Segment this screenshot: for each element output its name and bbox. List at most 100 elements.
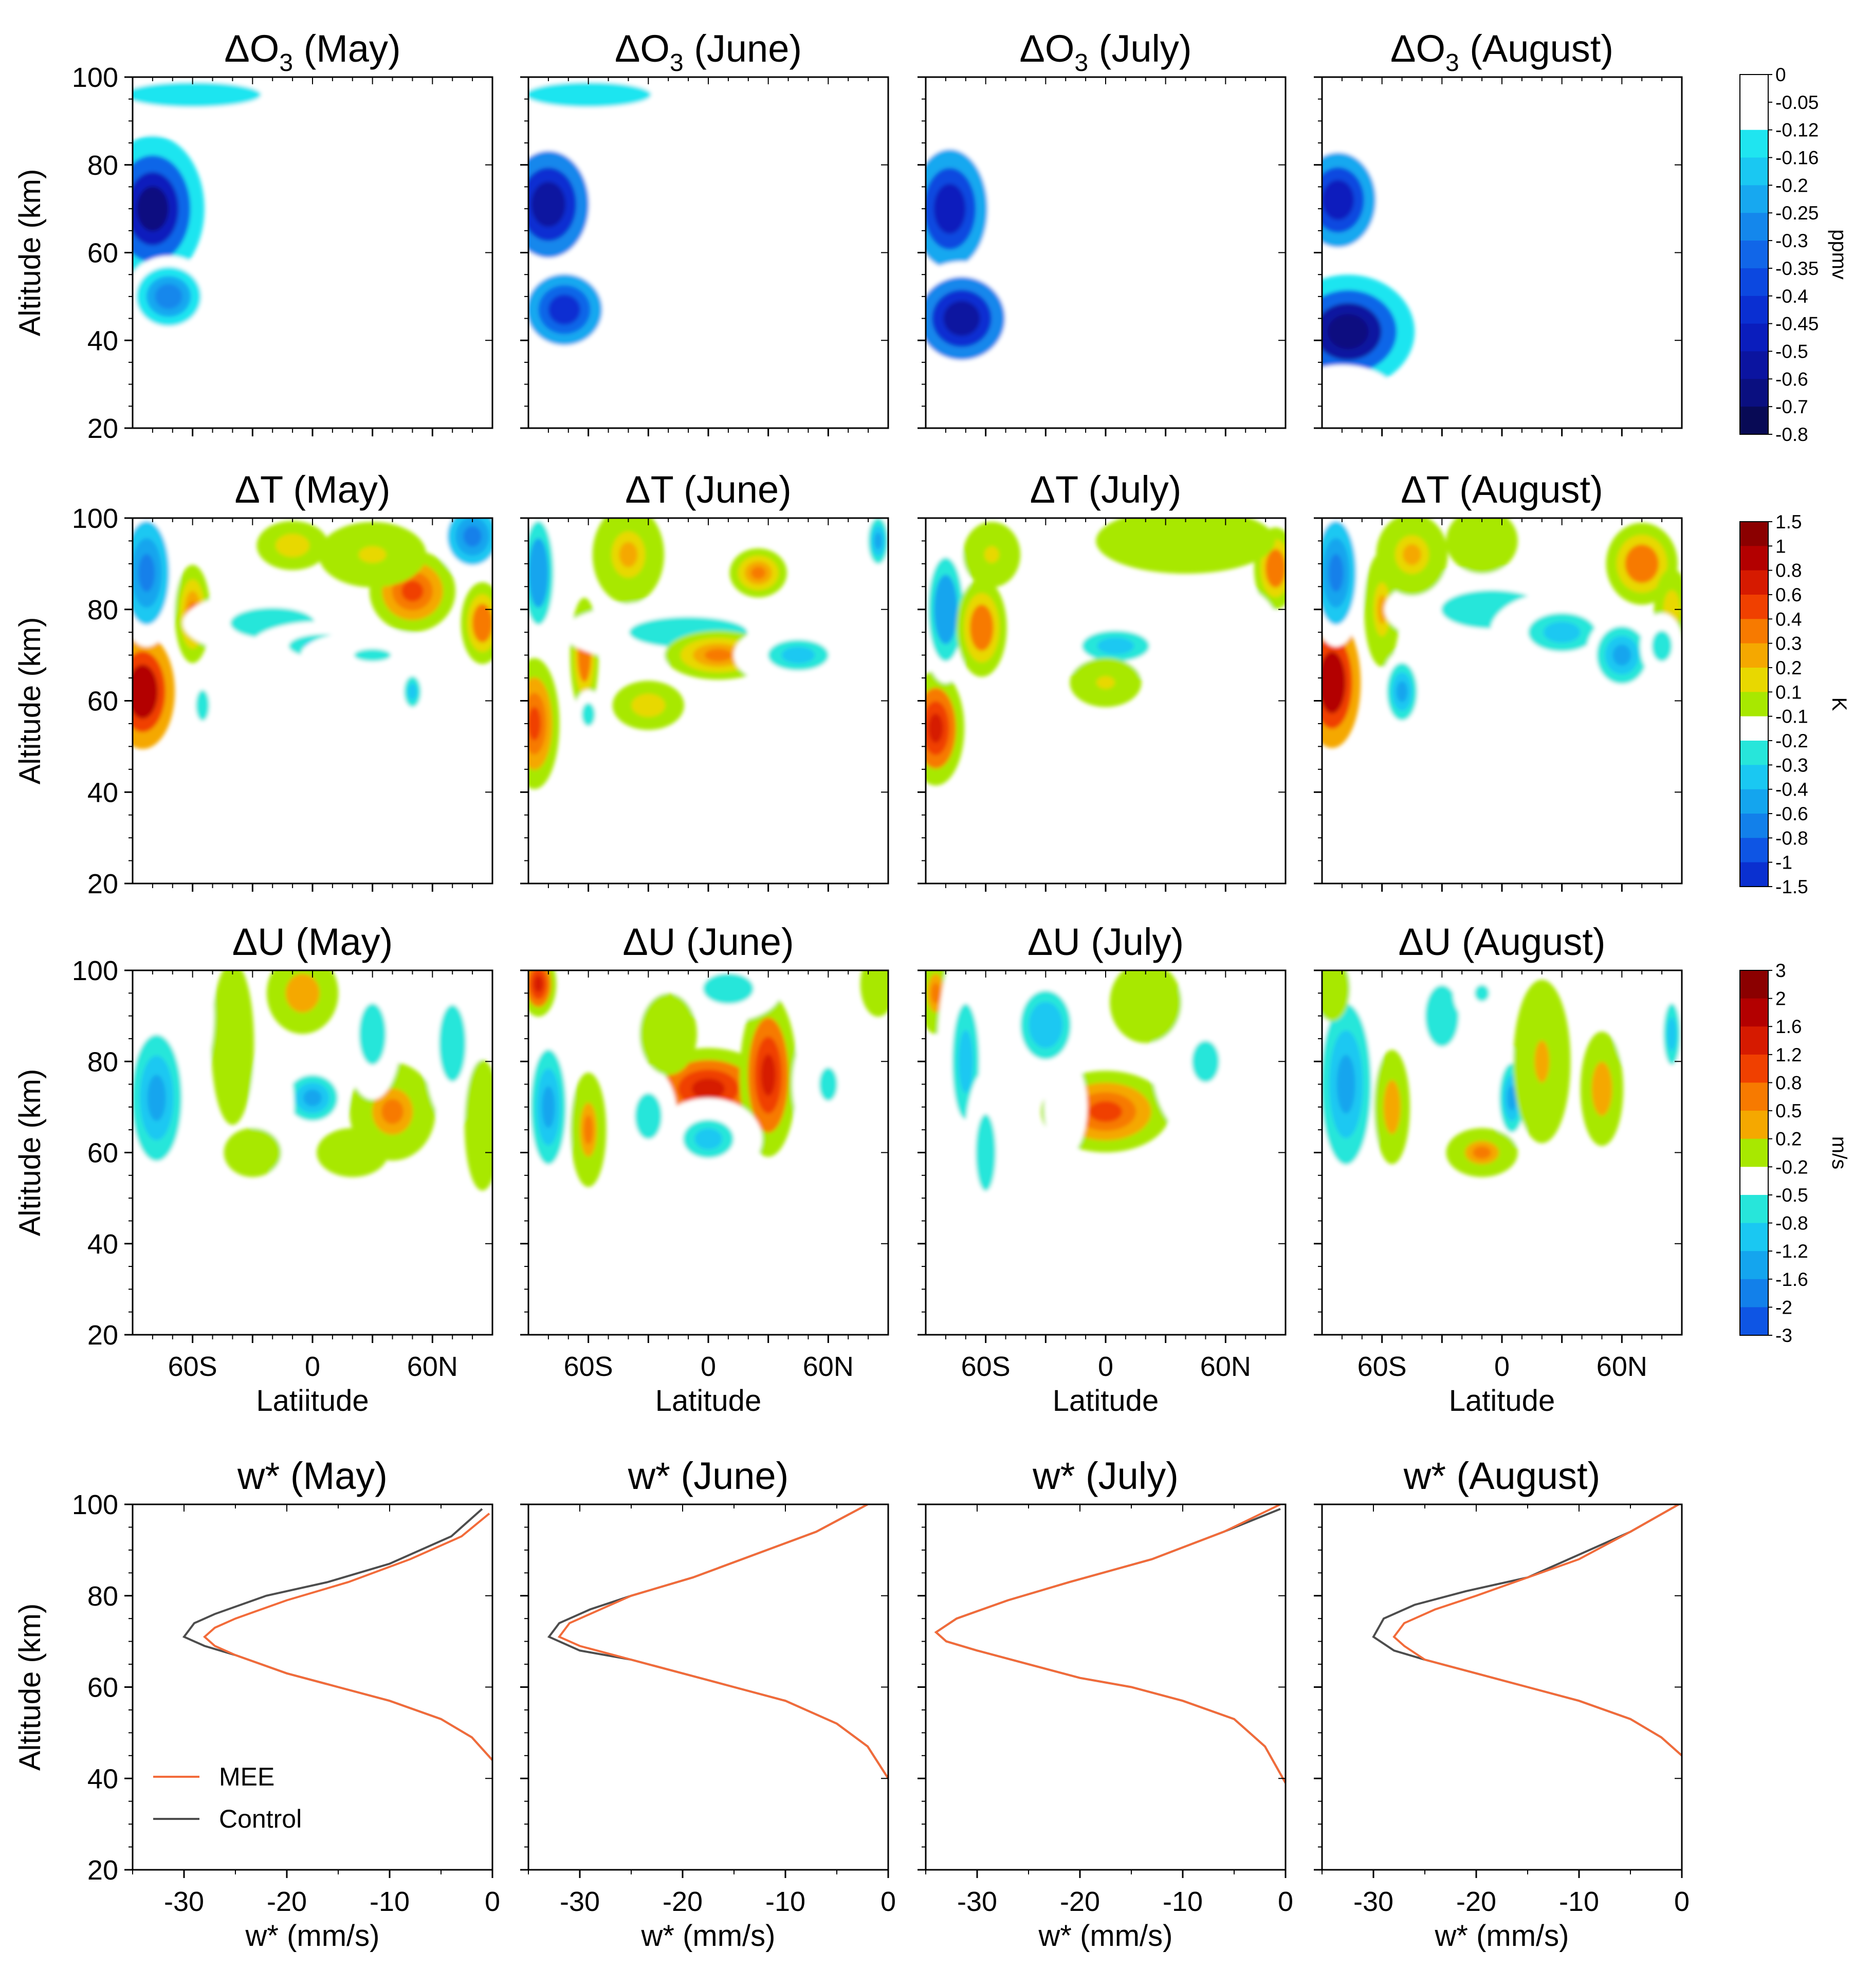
colorbar-t-tick-label: -1 (1775, 852, 1792, 873)
panel-u-may-blob-4-level-3 (381, 1099, 403, 1125)
panel-u-july-blob-7-level-3 (1136, 991, 1155, 1013)
panel-t-may-blob-5-level-3 (283, 539, 302, 552)
panel-w-august-line-mee (1392, 1504, 1682, 1757)
panel-o3-may-field (133, 77, 492, 428)
panel-o3-june-blob-4-level-3 (814, 347, 851, 368)
panel-w-may-ytick-label: 20 (87, 1855, 118, 1886)
panel-t-august-blob-10-level-3 (1667, 599, 1677, 620)
panel-u-july-xtick-label: 0 (1098, 1351, 1113, 1382)
panel-w-june-xlabel: w* (mm/s) (641, 1919, 776, 1953)
colorbar-u-tick-label: -1.2 (1775, 1241, 1808, 1262)
panel-t-may-ytick-label: 40 (87, 777, 118, 808)
panel-o3-june (528, 77, 888, 428)
colorbar-t-tick-label: -0.4 (1775, 779, 1808, 800)
colorbar-o3-swatch-3 (1740, 157, 1768, 186)
colorbar-t: 1.5 1 0.8 0.6 0.4 0.3 0.2 0.1 -0.1 -0.2 -0.3 -0.4 -0… (1739, 511, 1850, 897)
panel-w-june-background (528, 1504, 888, 1870)
panel-u-may (133, 970, 492, 1335)
colorbar-u-tick-label: 1.6 (1775, 1016, 1802, 1037)
panel-w-may-xtick-label: -20 (267, 1886, 307, 1917)
panel-u-may-ytick-label: 60 (87, 1138, 118, 1169)
panel-t-july-title-close: ) (1169, 468, 1182, 511)
panel-o3-august-blob-3-level-3 (1325, 387, 1360, 408)
panel-w-august-title: w* (August) (1403, 1455, 1601, 1497)
panel-u-may-field (133, 970, 492, 1191)
colorbar-t-tick-label: -0.2 (1775, 730, 1808, 751)
panel-u-june-blob-3-level-3 (691, 1078, 725, 1099)
panel-t-may-blob-0-level-3 (134, 677, 151, 707)
colorbars-layer: 0-0.05-0.12-0.16-0.2-0.25-0.3-0.35-0.4-0… (1739, 64, 1850, 1346)
panel-u-july-blob-0-level-3 (931, 982, 941, 1004)
colorbar-u-tick-label: -1.6 (1775, 1269, 1808, 1290)
panel-w-august-title-open: ( (1446, 1455, 1470, 1497)
panel-u-july-blob-4-level-3 (1060, 1094, 1071, 1120)
panel-u-august-title-open: ( (1451, 921, 1475, 963)
panel-t-june-title-prefix: ΔT (625, 468, 673, 511)
panel-t-may-title-month-name: May (306, 468, 378, 511)
panel-t-july-blob-5-level-3 (1056, 574, 1075, 591)
colorbar-o3-swatch-0 (1740, 75, 1768, 103)
panel-o3-august-field (1322, 77, 1657, 428)
panel-t-may-ytick-label: 100 (72, 503, 118, 534)
colorbar-o3-swatch-8 (1740, 296, 1768, 324)
panel-t-august-axes: ΔT (August) (1314, 468, 1683, 892)
panel-t-june-blob-5-level-3 (704, 649, 732, 661)
panel-t-june-blob-9-level-3 (584, 708, 592, 721)
panel-o3-july-title-prefix: ΔO (1019, 27, 1074, 70)
panel-t-august-title-open: ( (1449, 468, 1473, 511)
panel-t-june-blob-8-level-3 (781, 647, 815, 664)
panel-u-may-title-close: ) (380, 921, 393, 963)
colorbar-o3-tick-label: -0.12 (1775, 120, 1819, 141)
panel-o3-may-axes: 20 40 60 80 100 ΔO3 (May) Altitude (km) (13, 27, 493, 444)
panel-t-june-blob-10-level-3 (874, 532, 882, 549)
colorbar-u-swatch-0 (1740, 970, 1768, 999)
panel-w-august-xtick-label: 0 (1674, 1886, 1690, 1917)
colorbar-u-tick-label: -0.5 (1775, 1185, 1808, 1206)
panel-u-june-title-close: ) (781, 921, 794, 963)
colorbar-t-tick-label: -0.8 (1775, 827, 1808, 849)
panel-u-june-blob-5-level-3 (694, 1128, 722, 1150)
panel-w-july-title-month-name: July (1098, 1455, 1166, 1497)
panel-u-august-blob-1-level-3 (1387, 1092, 1397, 1122)
panel-t-august-blob-2-level-3 (1377, 595, 1387, 624)
panel-u-june-blob-6-level-3 (641, 1103, 656, 1129)
panel-w-june-title-month-name: June (693, 1455, 776, 1497)
panel-w-august (1322, 1504, 1682, 1870)
panel-o3-may-title: ΔO3 (May) (224, 27, 400, 77)
panel-u-may-xlabel: Latiitude (256, 1384, 369, 1418)
panel-o3-may-blob-0-level-3 (136, 186, 169, 231)
panel-t-august-blob-9-level-3 (1473, 532, 1491, 549)
colorbar-o3-swatch-1 (1740, 102, 1768, 131)
panel-u-july-blob-2-level-3 (1036, 1012, 1055, 1038)
panel-o3-july-blob-4-level-3 (1215, 343, 1256, 364)
panel-o3-august-title-month-name: August (1482, 27, 1601, 70)
colorbar-t-swatch-11 (1740, 789, 1768, 814)
colorbar-u-tick-label: 1.2 (1775, 1044, 1802, 1065)
colorbar-u: 3 2 1.6 1.2 0.8 0.5 0.2 -0.2 -0.5 -0.8 -1.2 -1.6 -2 -… (1739, 960, 1850, 1346)
panel-w-july-title-close: ) (1166, 1455, 1179, 1497)
panel-t-july-title-month-name: July (1101, 468, 1169, 511)
panel-u-july-blob-1-level-3 (958, 1030, 974, 1093)
panel-w-july-title: w* (July) (1032, 1455, 1179, 1497)
panel-o3-june-title: ΔO3 (June) (615, 27, 802, 77)
colorbar-t-swatch-9 (1740, 741, 1768, 765)
panel-u-may-title-month-name: May (308, 921, 380, 963)
panel-w-july-xtick-label: -20 (1060, 1886, 1100, 1917)
panel-t-may-blob-12-level-3 (354, 649, 391, 661)
panel-w-july (926, 1504, 1286, 1870)
panel-u-may-title-open: ( (285, 921, 309, 963)
panel-t-august-blob-0-level-3 (1325, 666, 1340, 700)
colorbar-u-tick-label: 0.2 (1775, 1129, 1802, 1150)
colorbar-t-tick-label: 0.8 (1775, 560, 1802, 581)
panel-w-may-xtick-label: -10 (370, 1886, 410, 1917)
panel-t-june-blob-7-level-3 (750, 566, 766, 579)
panel-u-may-blob-5-level-3 (365, 1017, 380, 1051)
panel-t-july-blob-7-level-3 (1162, 532, 1209, 549)
panel-w-august-axes: -30 -20 -10 0 w* (mm/s) w* (August) (1314, 1455, 1690, 1953)
panel-w-july-title-open: ( (1075, 1455, 1098, 1497)
panel-w-june-xtick-label: -20 (663, 1886, 703, 1917)
panel-u-august-blob-10-level-3 (1627, 1015, 1637, 1036)
panel-w-june-xtick-label: 0 (880, 1886, 896, 1917)
colorbar-t-unit: K (1828, 697, 1850, 711)
colorbar-t-swatch-14 (1740, 862, 1768, 887)
